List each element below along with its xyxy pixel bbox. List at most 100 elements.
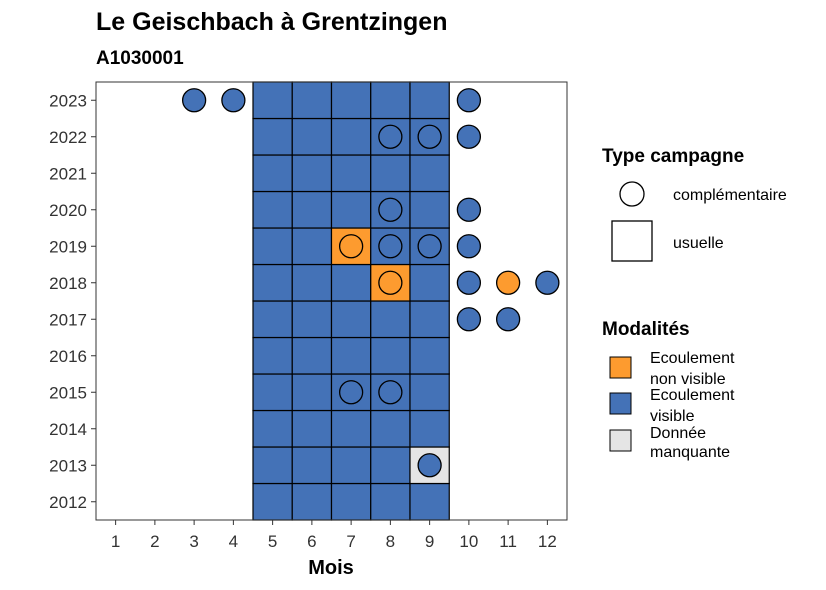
- tile-2020-6: [291, 190, 333, 229]
- legend-label-donnee-manquante-line1: Donnée: [650, 425, 706, 442]
- point-2015-8: [378, 380, 403, 405]
- tile-2016-9: [409, 336, 450, 375]
- y-axis: 2012 2013 2014 2015 2016 2017 2018 2019 2020 2021…: [49, 91, 96, 512]
- legend-label-ecoulement-visible-line2: visible: [650, 408, 695, 425]
- tile-2012-7: [330, 482, 372, 521]
- tile-2020-9: [409, 190, 450, 229]
- legend-label-donnee-manquante-line2: manquante: [650, 444, 730, 461]
- chart-title: Le Geischbach à Grentzingen: [96, 8, 447, 36]
- tile-2017-5: [252, 300, 293, 339]
- legend-type-label-usuelle: usuelle: [673, 235, 724, 252]
- legend-key-ecoulement-visible: [609, 392, 632, 415]
- tile-2013-7: [330, 446, 372, 485]
- tile-2014-8: [370, 409, 411, 448]
- tile-2017-7: [330, 300, 372, 339]
- tile-2021-7: [330, 154, 372, 193]
- tile-2013-8: [370, 446, 411, 485]
- tile-2013-6: [291, 446, 333, 485]
- tile-2023-5: [252, 81, 293, 120]
- point-2020-8: [378, 197, 403, 222]
- tile-2014-6: [291, 409, 333, 448]
- y-tick-label-2015: 2015: [49, 383, 87, 402]
- x-tick-label-9: 9: [425, 532, 434, 551]
- legend-modalites-title: Modalités: [602, 319, 690, 340]
- tile-2023-7: [330, 81, 372, 120]
- legend-key-ecoulement-non-visible: [609, 356, 632, 379]
- tile-2021-9: [409, 154, 450, 193]
- plot-border: [95, 81, 568, 521]
- point-2017-10: [456, 307, 482, 332]
- legend-type-label-complementaire: complémentaire: [673, 187, 787, 204]
- legend-type-title: Type campagne: [602, 146, 744, 167]
- tile-2018-6: [291, 263, 333, 302]
- point-2023-4: [221, 88, 246, 113]
- tile-2012-6: [291, 482, 333, 521]
- tile-2015-5: [252, 373, 293, 412]
- tile-2015-9: [409, 373, 450, 412]
- tile-2020-5: [252, 190, 293, 229]
- tile-2017-9: [409, 300, 450, 339]
- tile-2021-5: [252, 154, 293, 193]
- x-tick-label-2: 2: [150, 532, 159, 551]
- tile-2022-5: [252, 117, 293, 156]
- y-tick-label-2012: 2012: [49, 493, 87, 512]
- point-2019-8: [378, 234, 403, 259]
- y-tick-label-2019: 2019: [49, 237, 87, 256]
- tile-2018-7: [330, 263, 372, 302]
- tile-2014-5: [252, 409, 293, 448]
- legend-type-campagne: Type campagne complémentaire usuelle: [602, 146, 787, 262]
- tile-2020-7: [330, 190, 372, 229]
- legend-modalites: Modalités Ecoulement non visible Ecoulem…: [602, 319, 735, 461]
- tile-2017-8: [370, 300, 411, 339]
- y-tick-label-2016: 2016: [49, 347, 87, 366]
- y-tick-label-2013: 2013: [49, 456, 87, 475]
- point-2023-3: [181, 88, 207, 113]
- legend-square-key: [611, 220, 653, 262]
- x-tick-label-12: 12: [538, 532, 557, 551]
- point-2019-9: [417, 234, 442, 259]
- point-2022-9: [417, 124, 442, 149]
- tile-2019-5: [252, 227, 293, 266]
- y-tick-label-2020: 2020: [49, 201, 87, 220]
- tile-2023-9: [409, 81, 450, 120]
- y-tick-label-2023: 2023: [49, 91, 87, 110]
- point-2018-8: [378, 270, 403, 295]
- tile-2014-7: [330, 409, 372, 448]
- tile-2012-8: [370, 482, 411, 521]
- point-2017-11: [495, 307, 521, 332]
- point-2022-10: [456, 124, 482, 149]
- x-axis-label: Mois: [308, 557, 354, 579]
- y-tick-label-2017: 2017: [49, 310, 87, 329]
- point-2018-10: [456, 270, 482, 295]
- tile-2016-8: [370, 336, 411, 375]
- point-2023-10: [456, 88, 482, 113]
- tile-2021-8: [370, 154, 411, 193]
- point-2020-10: [456, 197, 482, 222]
- tile-2012-5: [252, 482, 293, 521]
- usuelle-tiles: [252, 81, 450, 521]
- y-tick-label-2018: 2018: [49, 274, 87, 293]
- tile-2022-6: [291, 117, 333, 156]
- x-tick-label-3: 3: [189, 532, 198, 551]
- tile-2016-5: [252, 336, 293, 375]
- tile-2018-9: [409, 263, 450, 302]
- legend-label-ecoulement-non-visible-line1: Ecoulement: [650, 350, 735, 367]
- y-tick-label-2014: 2014: [49, 420, 87, 439]
- x-tick-label-11: 11: [499, 532, 517, 551]
- tile-2016-6: [291, 336, 333, 375]
- point-2019-10: [456, 234, 482, 259]
- tile-2018-5: [252, 263, 293, 302]
- legend-key-donnee-manquante: [609, 429, 632, 452]
- tile-2019-6: [291, 227, 333, 266]
- point-2018-11: [495, 270, 521, 295]
- tile-2022-7: [330, 117, 372, 156]
- tile-2014-9: [409, 409, 450, 448]
- legend-circle-key: [619, 181, 645, 207]
- x-tick-label-8: 8: [386, 532, 395, 551]
- chart-subtitle: A1030001: [96, 48, 184, 69]
- point-2022-8: [378, 124, 403, 149]
- legend-label-ecoulement-visible-line1: Ecoulement: [650, 387, 735, 404]
- tile-2017-6: [291, 300, 333, 339]
- point-2015-7: [338, 380, 364, 405]
